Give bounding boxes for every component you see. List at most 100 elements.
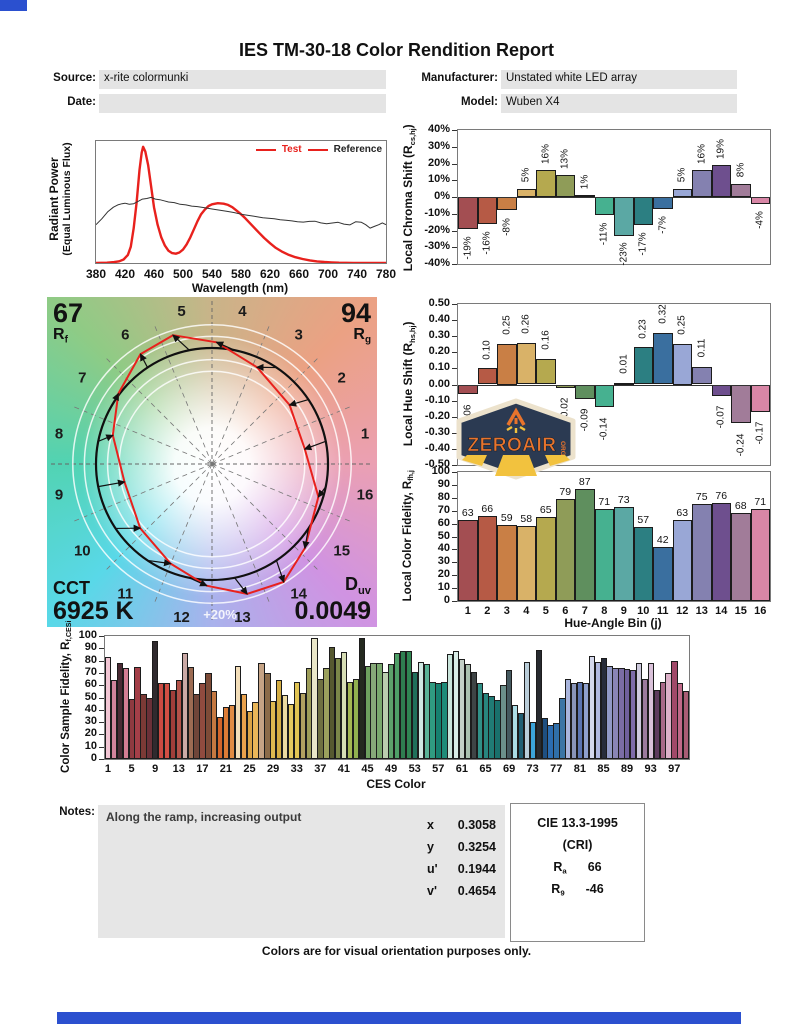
manufacturer-value: Unstated white LED array [501,70,737,89]
y-tick-label: -40% [424,257,450,269]
bar [576,681,584,759]
bar [276,680,283,759]
x-tick-label: 81 [573,763,586,775]
bar [105,656,112,759]
bar [163,682,171,759]
bar [512,704,519,759]
bar [423,664,430,759]
bar [506,670,513,759]
bar-value-label: 1% [579,174,591,190]
bar [494,699,501,759]
y-tick-mark [99,746,104,748]
y-tick-label: 0.10 [428,361,450,374]
bar [536,517,556,601]
x-tick-label: 37 [314,763,327,775]
ces-x-axis-label: CES Color [366,777,426,791]
bar [614,197,634,236]
bar [340,651,348,759]
spd-x-tick: 660 [288,267,310,281]
bar [517,713,525,759]
bar-value-label: 0.25 [676,315,688,336]
y-tick-label: 0.20 [428,345,450,358]
color-vector-graphic: 1 2 3 4 5 6 7 8 9 10 11 12 13 14 15 16 67 Rf 94 Rg CCT … [47,297,377,627]
x-tick-label: 77 [550,763,563,775]
local-color-fidelity-chart: 63 66 59 58 65 79 87 71 73 57 42 63 75 76 68 71 100 90 80 7… [432,465,771,617]
x-tick-label: 29 [266,763,280,775]
bar [497,524,517,601]
y-tick-mark [452,146,457,148]
notes-text: Along the ramp, increasing output [106,810,302,824]
x-tick-label: 9 [152,763,159,775]
bar [477,368,498,385]
bar [541,718,548,759]
y-tick-label: 80 [437,490,450,503]
bar-value-label: 0.32 [657,304,669,324]
bar [488,696,495,759]
chromaticity-v-label: v' [427,884,437,898]
notes-box: Along the ramp, increasing output [98,805,505,938]
bar-value-label: -7% [657,215,669,234]
bar [388,664,395,759]
y-tick-mark [452,163,457,165]
y-tick-label: -0.40 [424,441,450,454]
bar-value-label: 57 [637,514,650,527]
bar [211,691,218,759]
y-tick-label: -20% [424,223,450,236]
spd-x-axis-label: Wavelength (nm) [191,281,289,295]
bar [394,653,401,759]
bar [158,682,165,759]
hue-bin-number: 4 [238,303,247,320]
bar [222,707,230,759]
spd-x-tick: 540 [201,267,223,281]
bar-value-label: 63 [676,506,689,519]
y-tick-mark [452,180,457,182]
y-tick-mark [452,448,457,450]
y-tick-mark [452,465,457,466]
y-tick-mark [452,247,457,249]
bar [516,342,537,385]
bar [181,653,188,759]
y-tick-mark [452,472,457,473]
bar-value-label: 0.01 [618,354,630,374]
hue-bin-number: 8 [55,426,63,443]
x-tick-label: 49 [384,763,398,775]
bar [692,366,712,385]
bar [299,692,306,759]
report-title: IES TM-30-18 Color Rendition Report [238,40,555,60]
x-tick-label: 73 [526,763,539,775]
bar [352,679,360,759]
y-tick-mark [452,352,457,354]
x-tick-label: 3 [503,605,510,617]
bar-value-label: 0.26 [520,314,532,334]
bar [575,384,595,399]
chromaticity-u-label: u' [427,862,438,876]
y-tick-label: 0.50 [428,297,450,309]
x-tick-label: 5 [128,763,135,775]
hue-bin-number: 5 [177,303,185,320]
bar [672,519,693,601]
bar [731,513,751,601]
footer-disclaimer: Colors are for visual orientation purpos… [261,944,532,958]
bar-value-label: 0.16 [540,330,552,350]
x-tick-label: 15 [734,605,747,617]
bar [633,197,654,226]
bar [711,165,732,197]
y-tick-label: 90 [84,641,97,654]
bar [600,658,607,759]
x-tick-label: 16 [754,605,767,617]
spd-x-tick: 380 [85,267,107,281]
bar [571,682,578,759]
bar [529,722,537,759]
cct-readout: CCT 6925 K [53,577,134,625]
y-tick-label: 50 [84,690,97,703]
spd-x-tick: 620 [259,267,281,281]
y-tick-mark [99,734,104,736]
bar [653,690,660,759]
bar-value-label: 0.10 [481,339,493,360]
reference-line-swatch [307,148,328,151]
x-tick-label: 93 [644,763,657,775]
source-label: Source: [53,72,96,84]
spd-legend: Test Reference [255,144,382,155]
x-tick-label: 14 [715,605,728,617]
bar-value-label: 75 [695,491,708,504]
